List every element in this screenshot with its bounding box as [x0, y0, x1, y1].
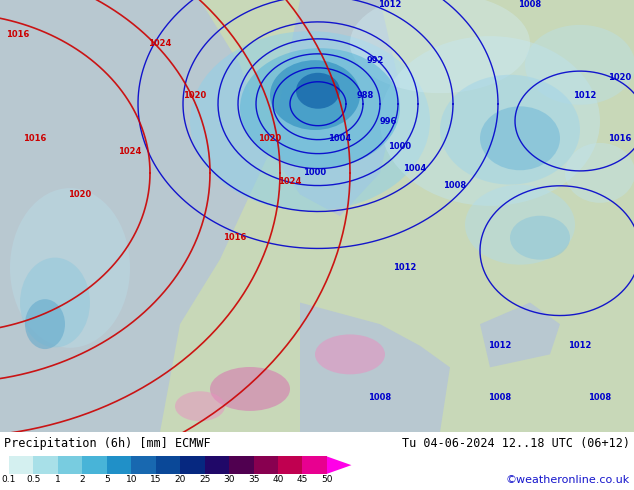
- Text: 1008: 1008: [519, 0, 541, 9]
- Ellipse shape: [175, 392, 225, 421]
- Text: 1008: 1008: [443, 181, 467, 190]
- Text: 1024: 1024: [278, 177, 302, 186]
- Bar: [82, 457, 107, 474]
- Ellipse shape: [240, 48, 400, 168]
- Text: 1016: 1016: [223, 233, 247, 242]
- Text: 1012: 1012: [378, 0, 402, 9]
- Text: 0.1: 0.1: [2, 475, 16, 484]
- Bar: [229, 457, 254, 474]
- Text: Precipitation (6h) [mm] ECMWF: Precipitation (6h) [mm] ECMWF: [4, 437, 210, 450]
- Text: 1016: 1016: [6, 30, 30, 39]
- Text: 0.5: 0.5: [26, 475, 41, 484]
- Bar: [254, 457, 278, 474]
- Polygon shape: [480, 302, 560, 368]
- Ellipse shape: [10, 188, 130, 348]
- Text: 1004: 1004: [403, 164, 427, 173]
- Polygon shape: [300, 302, 450, 432]
- Text: 2: 2: [79, 475, 85, 484]
- Ellipse shape: [510, 216, 570, 260]
- Polygon shape: [327, 457, 351, 474]
- Ellipse shape: [525, 25, 634, 105]
- Text: 1020: 1020: [259, 134, 281, 143]
- Text: 1012: 1012: [488, 341, 512, 350]
- Text: Tu 04-06-2024 12..18 UTC (06+12): Tu 04-06-2024 12..18 UTC (06+12): [402, 437, 630, 450]
- Text: 1024: 1024: [148, 39, 172, 48]
- Ellipse shape: [565, 143, 634, 203]
- Text: 30: 30: [223, 475, 235, 484]
- Text: 40: 40: [273, 475, 283, 484]
- Text: 1020: 1020: [609, 74, 631, 82]
- Polygon shape: [270, 0, 400, 216]
- Ellipse shape: [380, 36, 600, 206]
- Text: 1008: 1008: [588, 393, 612, 402]
- Text: 1016: 1016: [608, 134, 631, 143]
- Bar: [156, 457, 180, 474]
- Text: 1004: 1004: [328, 134, 352, 143]
- Text: 1000: 1000: [304, 169, 327, 177]
- Ellipse shape: [350, 0, 530, 93]
- Ellipse shape: [210, 367, 290, 411]
- Text: 35: 35: [248, 475, 259, 484]
- Ellipse shape: [465, 185, 575, 265]
- Ellipse shape: [480, 106, 560, 170]
- Polygon shape: [0, 0, 270, 432]
- Ellipse shape: [25, 299, 65, 349]
- Text: 1024: 1024: [119, 147, 141, 156]
- Bar: [58, 457, 82, 474]
- Bar: [278, 457, 302, 474]
- Ellipse shape: [296, 73, 340, 109]
- Ellipse shape: [440, 75, 580, 185]
- Text: 5: 5: [104, 475, 110, 484]
- Text: 25: 25: [199, 475, 210, 484]
- Bar: [9, 457, 34, 474]
- Text: 1020: 1020: [68, 190, 92, 199]
- Text: 992: 992: [366, 56, 384, 65]
- Text: 988: 988: [356, 91, 373, 99]
- Text: ©weatheronline.co.uk: ©weatheronline.co.uk: [506, 475, 630, 486]
- Ellipse shape: [315, 335, 385, 374]
- Text: 1012: 1012: [573, 91, 597, 99]
- Text: 1: 1: [55, 475, 61, 484]
- Bar: [302, 457, 327, 474]
- Text: 1012: 1012: [568, 341, 592, 350]
- Text: 50: 50: [321, 475, 333, 484]
- Text: 10: 10: [126, 475, 137, 484]
- Text: 1020: 1020: [183, 91, 207, 99]
- Text: 15: 15: [150, 475, 162, 484]
- Text: 1016: 1016: [23, 134, 47, 143]
- Bar: [205, 457, 229, 474]
- Ellipse shape: [20, 258, 90, 347]
- Text: 1008: 1008: [368, 393, 392, 402]
- Text: 1008: 1008: [488, 393, 512, 402]
- Bar: [131, 457, 156, 474]
- Bar: [107, 457, 131, 474]
- Text: 20: 20: [174, 475, 186, 484]
- Text: 1000: 1000: [389, 143, 411, 151]
- Ellipse shape: [190, 31, 430, 211]
- Ellipse shape: [270, 60, 360, 130]
- Text: 45: 45: [297, 475, 308, 484]
- Bar: [34, 457, 58, 474]
- Text: 1012: 1012: [393, 264, 417, 272]
- Bar: [180, 457, 205, 474]
- Text: 996: 996: [379, 117, 397, 125]
